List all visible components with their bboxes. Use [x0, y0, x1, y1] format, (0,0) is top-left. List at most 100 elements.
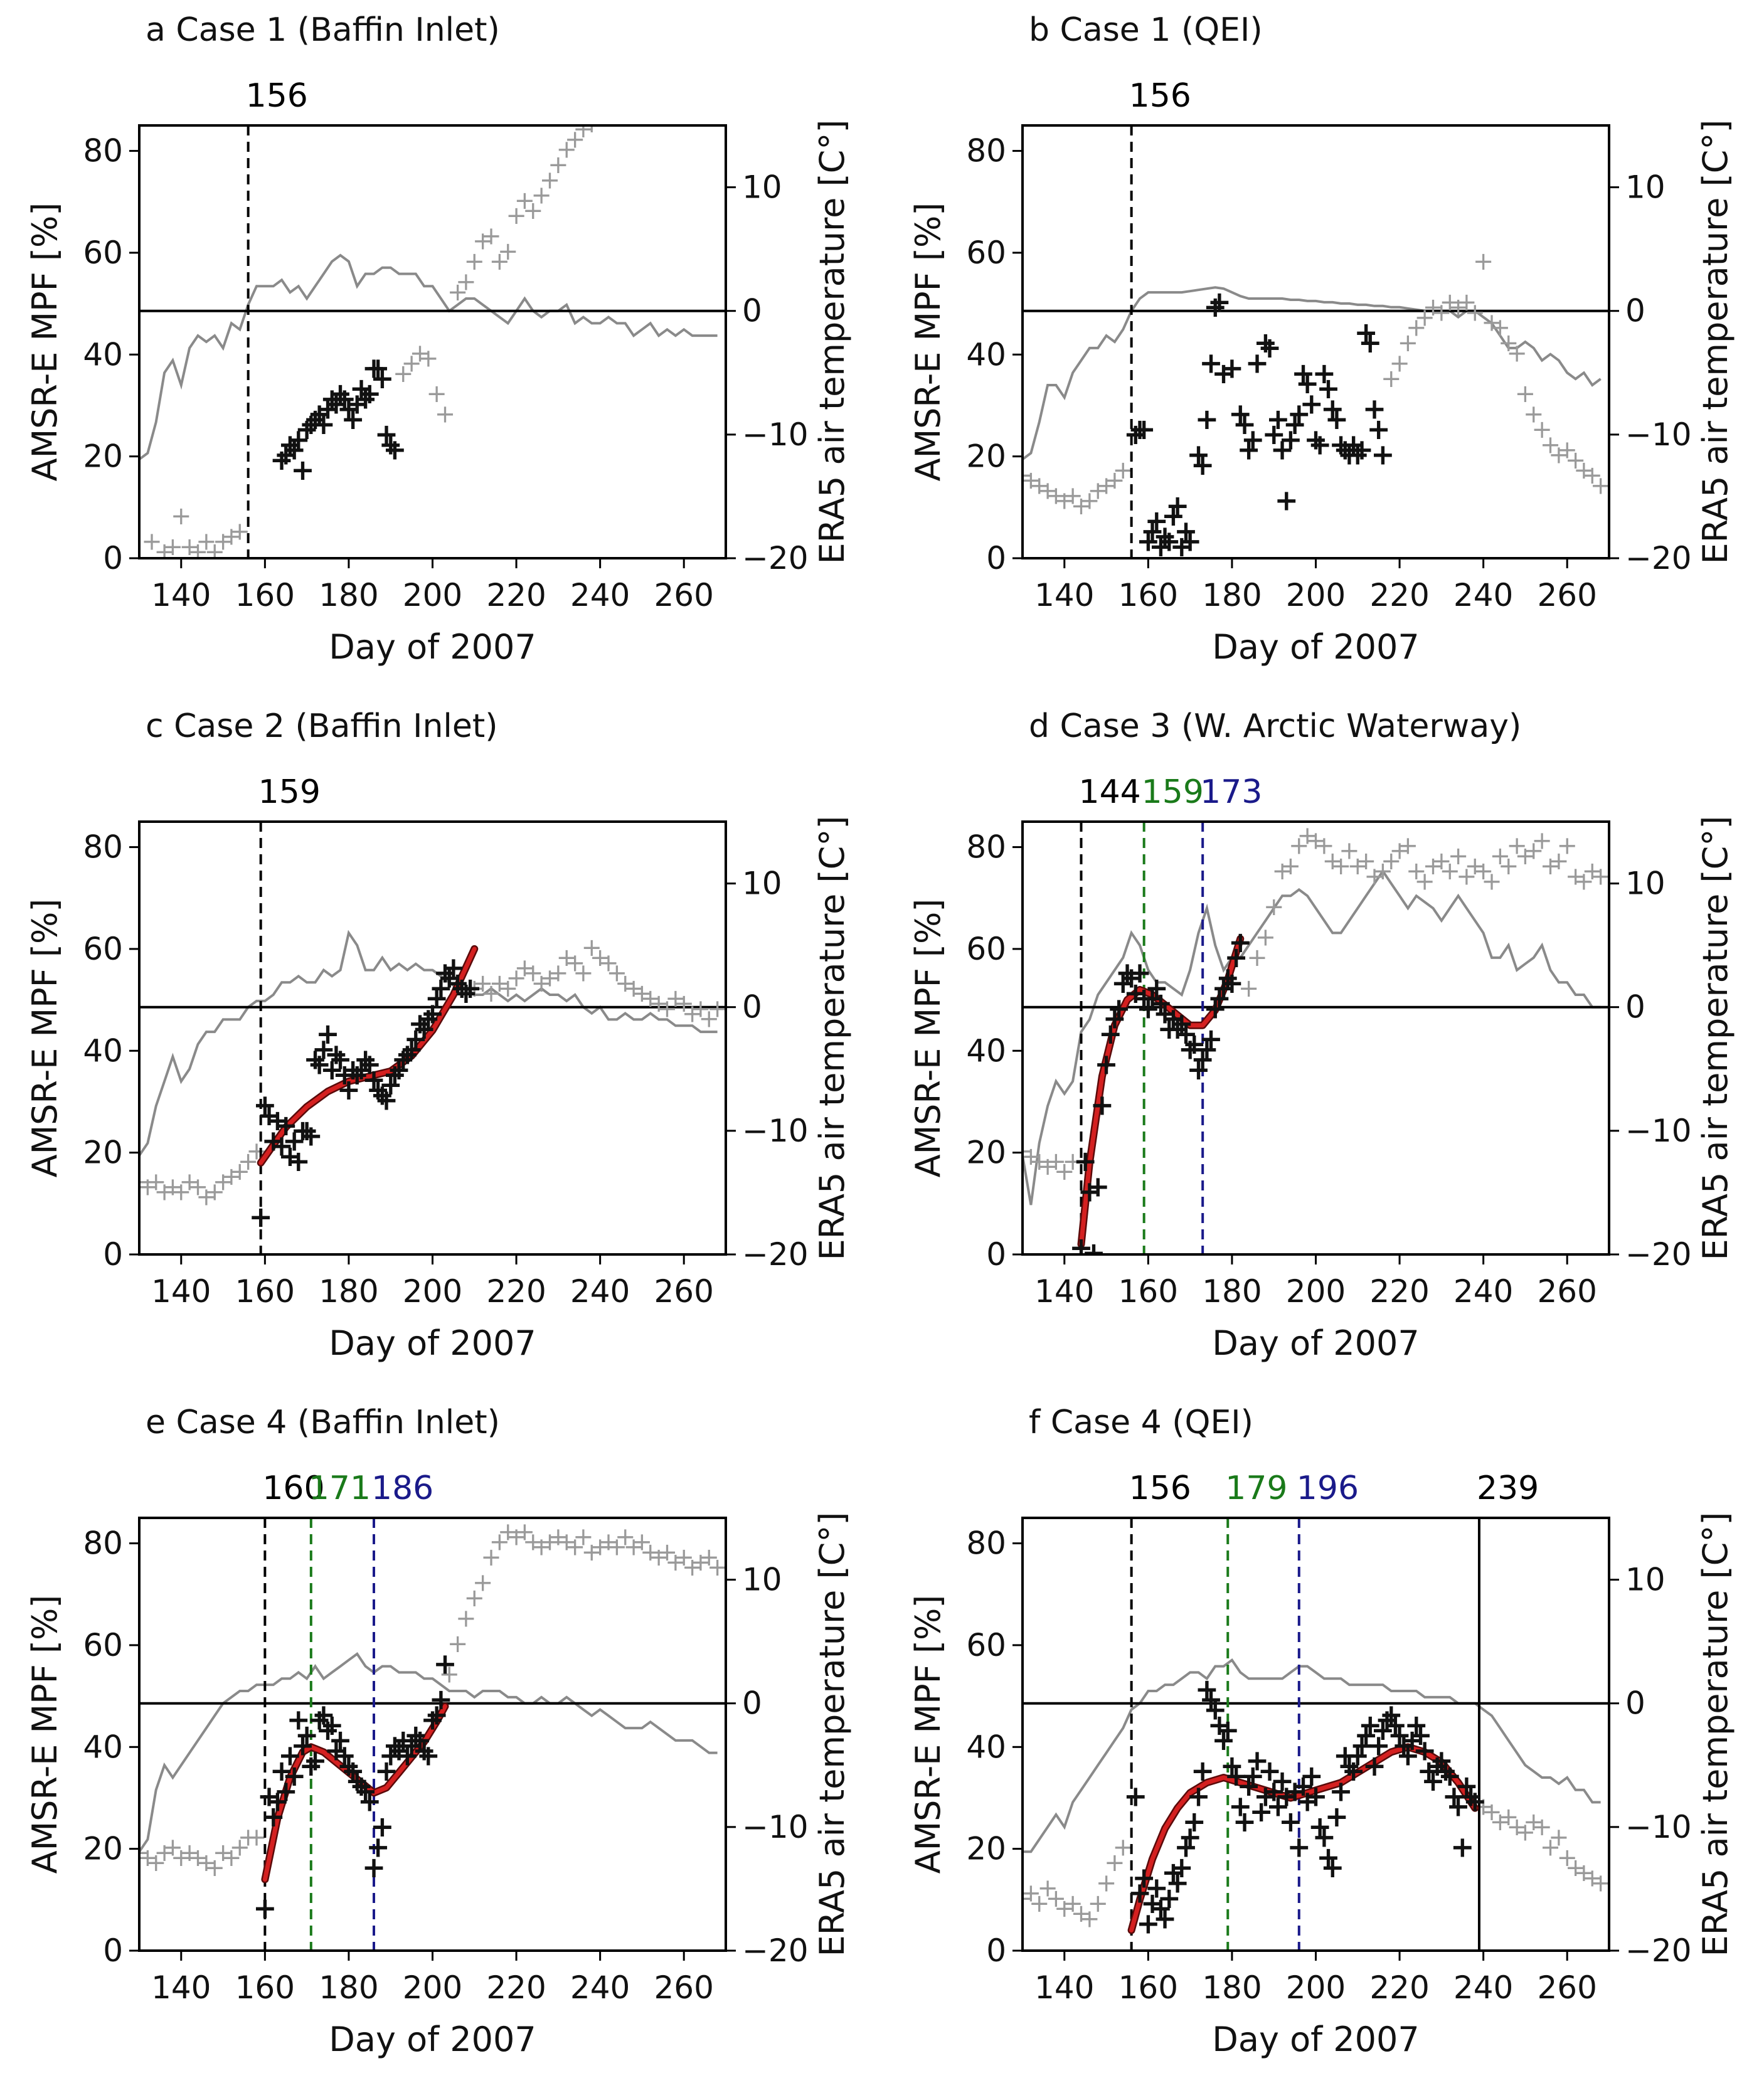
mpf-black-point: + [395, 1037, 420, 1071]
mpf-gray-point: + [615, 1522, 636, 1551]
mpf-gray-point: + [531, 181, 552, 210]
mpf-black-point: + [1274, 1779, 1299, 1813]
mpf-gray-point: + [162, 1833, 184, 1862]
mpf-gray-point: + [1439, 288, 1460, 317]
mpf-black-point: + [295, 1718, 319, 1752]
mpf-black-point: + [1086, 1169, 1110, 1203]
mpf-gray-point: + [582, 110, 603, 139]
mpf-gray-point: + [455, 268, 477, 297]
mpf-gray-point: + [1456, 862, 1477, 891]
mpf-black-point: + [1396, 1739, 1420, 1773]
mpf-gray-point: + [171, 1178, 192, 1207]
mpf-black-point: + [1191, 448, 1215, 482]
mpf-black-point: + [312, 1698, 336, 1732]
mpf-black-point: + [1081, 1236, 1106, 1269]
y-axis-label: AMSR-E MPF [%] [908, 203, 948, 482]
mpf-black-point: + [408, 1723, 432, 1757]
mpf-gray-point: + [707, 1553, 728, 1582]
mpf-black-point: + [1266, 1789, 1290, 1823]
mpf-black-point: + [274, 438, 298, 472]
mpf-gray-point: + [648, 989, 669, 1018]
mpf-black-point: + [1316, 371, 1341, 405]
mpf-gray-point: + [1414, 867, 1435, 896]
mpf-black-point: + [1186, 438, 1211, 472]
mpf-black-point: + [1107, 991, 1131, 1025]
mpf-black-point: + [303, 402, 327, 436]
mpf-black-point: + [1124, 417, 1148, 451]
mpf-gray-point: + [455, 1604, 477, 1633]
mpf-gray-point: + [418, 344, 439, 373]
mpf-gray-point: + [1314, 832, 1335, 861]
mpf-black-point: + [1333, 433, 1358, 467]
mpf-black-point: + [287, 422, 311, 456]
air-temperature-line [139, 930, 718, 1157]
mpf-black-point: + [1274, 484, 1299, 517]
mpf-gray-point: + [1263, 893, 1285, 921]
mpf-black-point: + [316, 392, 340, 426]
x-tick-label: 200 [1286, 1273, 1346, 1310]
mpf-gray-point: + [607, 959, 628, 988]
mpf-gray-point: + [213, 1838, 234, 1867]
mpf-gray-point: + [1548, 441, 1570, 470]
mpf-black-point: + [417, 1739, 441, 1773]
plot-area: ++++++++++++++++++++++++++++++++++++++++… [139, 1517, 728, 1951]
mpf-gray-point: + [1498, 329, 1519, 358]
mpf-gray-point: + [690, 994, 711, 1023]
mpf-black-point: + [332, 1739, 357, 1773]
mpf-black-point: + [1446, 1789, 1470, 1823]
mpf-black-point: + [1203, 991, 1228, 1025]
mpf-gray-point: + [1565, 1853, 1586, 1882]
fit-curve [262, 1704, 447, 1882]
mpf-black-point: + [1166, 489, 1190, 522]
mpf-gray-point: + [1531, 415, 1553, 444]
mpf-black-point: + [1203, 290, 1228, 324]
x-axis-label: Day of 2007 [329, 627, 536, 667]
mpf-black-point: + [1291, 356, 1315, 390]
mpf-black-point: + [290, 453, 315, 487]
x-tick-label: 220 [486, 1969, 546, 2006]
mpf-gray-point: + [1473, 247, 1494, 276]
mpf-gray-point: + [146, 1167, 167, 1196]
mpf-black-point: + [425, 981, 449, 1015]
mpf-black-point: + [274, 1774, 298, 1808]
mpf-black-point: + [341, 1052, 365, 1086]
mpf-gray-point: + [179, 1838, 200, 1867]
mpf-black-point: + [395, 1739, 420, 1773]
y2-tick-label: −10 [742, 1809, 809, 1845]
mpf-gray-point: + [188, 1843, 209, 1872]
mpf-black-point: + [261, 1123, 285, 1157]
mpf-black-point: + [1170, 529, 1194, 563]
mpf-gray-point: + [179, 533, 200, 561]
mpf-gray-point: + [196, 1183, 217, 1212]
mpf-gray-point: + [1096, 1868, 1117, 1897]
y-tick-label: 0 [986, 1932, 1006, 1969]
mpf-gray-point: + [497, 1517, 519, 1546]
mpf-black-point: + [1191, 1042, 1215, 1076]
mpf-black-point: + [1182, 1805, 1207, 1838]
mpf-black-point: + [1262, 417, 1286, 451]
x-tick-label: 260 [654, 577, 713, 613]
mpf-black-point: + [1329, 1774, 1353, 1808]
mpf-gray-point: + [1565, 862, 1586, 891]
mpf-gray-point: + [1288, 832, 1310, 861]
y-tick-label: 80 [966, 829, 1006, 866]
mpf-black-point: + [1170, 1007, 1194, 1041]
mpf-black-point: + [1391, 1728, 1416, 1762]
mpf-gray-point: + [640, 1538, 661, 1567]
mpf-gray-point: + [1590, 471, 1612, 500]
mpf-gray-point: + [447, 1630, 469, 1658]
mpf-gray-point: + [435, 400, 456, 429]
mpf-black-point: + [1438, 1759, 1462, 1793]
y2-tick-label: 0 [1625, 1685, 1645, 1722]
x-tick-label: 140 [1034, 1969, 1094, 2006]
y-axis-label: AMSR-E MPF [%] [908, 899, 948, 1178]
panel-title: f Case 4 (QEI) [1029, 1404, 1253, 1441]
mpf-black-point: + [1220, 351, 1245, 385]
mpf-black-point: + [454, 976, 479, 1010]
mpf-gray-point: + [204, 1178, 225, 1207]
y-tick-label: 0 [103, 1932, 123, 1969]
mpf-gray-point: + [1556, 1843, 1578, 1872]
mpf-gray-point: + [1104, 1848, 1125, 1877]
x-tick-label: 260 [1537, 1273, 1597, 1310]
mpf-black-point: + [1208, 981, 1232, 1015]
